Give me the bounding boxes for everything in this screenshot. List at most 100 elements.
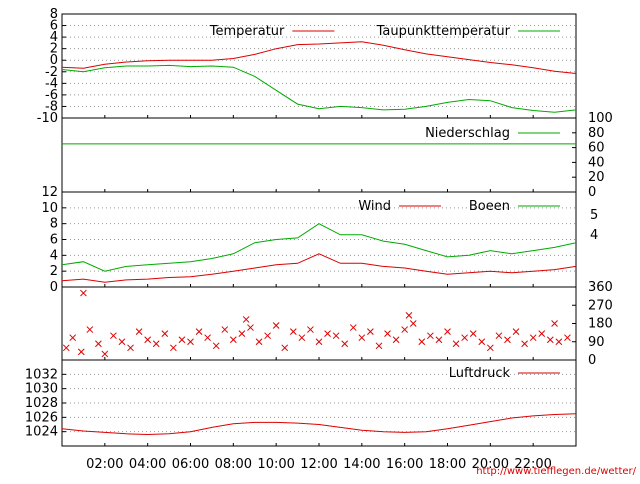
direction-point	[170, 344, 177, 352]
y-tick-label: 360	[588, 280, 613, 295]
x-tick-label: 10:00	[257, 457, 294, 472]
direction-point	[289, 328, 297, 335]
direction-point	[62, 344, 70, 352]
x-tick-label: 16:00	[386, 457, 423, 472]
y-tick-label: 40	[588, 155, 605, 170]
direction-point	[521, 340, 528, 348]
y-tick-label: -10	[37, 111, 58, 126]
direction-point	[564, 334, 571, 342]
legend-label: Boeen	[469, 199, 510, 214]
direction-point	[435, 336, 443, 344]
direction-point	[101, 350, 109, 358]
direction-point	[212, 342, 220, 350]
legend-label: Niederschlag	[425, 126, 510, 141]
direction-point	[195, 328, 203, 335]
y-tick-label: 0	[588, 185, 596, 200]
direction-point	[242, 316, 250, 323]
direction-point	[69, 334, 77, 342]
direction-point	[418, 338, 426, 346]
y-tick-label: 6	[50, 19, 58, 34]
footer-url: http://www.tiefflegen.de/wetter/	[476, 466, 636, 477]
direction-point	[238, 330, 246, 337]
direction-point	[307, 326, 314, 333]
series-line-Wind	[61, 253, 577, 283]
direction-point	[144, 336, 152, 344]
direction-point	[77, 348, 85, 356]
direction-point	[135, 328, 143, 335]
direction-point	[349, 324, 357, 331]
legend-label: Luftdruck	[449, 366, 511, 381]
direction-point	[324, 330, 331, 337]
y-tick-label: 1024	[25, 425, 58, 440]
direction-point	[204, 334, 211, 342]
direction-point	[187, 338, 194, 346]
y-tick-label: 0	[50, 280, 58, 295]
direction-point	[427, 332, 434, 340]
x-tick-label: 06:00	[172, 457, 209, 472]
secondary-label: 4	[590, 228, 598, 243]
direction-point	[229, 336, 237, 344]
direction-point	[469, 330, 477, 337]
y-tick-label: 2	[50, 42, 58, 57]
direction-point	[529, 334, 537, 342]
direction-point	[546, 336, 554, 344]
direction-point	[110, 332, 117, 340]
y-tick-label: 4	[50, 30, 58, 45]
direction-point	[86, 326, 94, 333]
y-tick-label: 10	[41, 201, 58, 216]
direction-point	[392, 336, 400, 344]
direction-point	[504, 336, 511, 344]
legend-label: Taupunkttemperatur	[376, 24, 511, 39]
series-line-Temperatur	[61, 41, 577, 74]
series-line-Taupunkttemperatur	[61, 64, 577, 113]
x-tick-label: 08:00	[215, 457, 252, 472]
x-tick-label: 18:00	[429, 457, 466, 472]
y-tick-label: 8	[50, 7, 58, 22]
direction-point	[95, 340, 102, 348]
x-tick-label: 22:00	[514, 457, 551, 472]
y-tick-label: -6	[45, 88, 58, 103]
direction-point	[80, 289, 87, 297]
secondary-label: 5	[590, 208, 598, 223]
series-line-Boeen	[61, 223, 577, 272]
direction-point	[178, 336, 186, 344]
direction-point	[118, 338, 126, 346]
y-tick-label: 1026	[25, 410, 58, 425]
y-tick-label: 4	[50, 248, 58, 263]
direction-point	[555, 338, 563, 346]
direction-point	[161, 330, 169, 337]
y-tick-label: 270	[588, 298, 613, 313]
direction-point	[152, 340, 160, 348]
y-tick-label: 90	[588, 335, 605, 350]
direction-point	[332, 332, 340, 340]
y-tick-label: -2	[45, 65, 58, 80]
direction-point	[341, 340, 349, 348]
y-tick-label: 12	[41, 185, 58, 200]
y-tick-label: -8	[45, 99, 58, 114]
direction-point	[478, 338, 486, 346]
direction-point	[221, 326, 229, 333]
direction-point	[264, 332, 271, 340]
y-tick-label: 0	[50, 53, 58, 68]
x-tick-label: 20:00	[472, 457, 509, 472]
direction-point	[495, 332, 503, 340]
x-tick-label: 14:00	[343, 457, 380, 472]
series-line-Luftdruck	[61, 413, 577, 436]
x-tick-label: 12:00	[300, 457, 337, 472]
x-tick-label: 04:00	[129, 457, 166, 472]
y-tick-label: 80	[588, 126, 605, 141]
direction-point	[409, 320, 417, 327]
panel-frame	[61, 286, 577, 361]
direction-point	[255, 338, 263, 346]
y-tick-label: 1032	[25, 367, 58, 382]
direction-point	[538, 330, 546, 337]
direction-point	[384, 330, 391, 337]
panel-wind_direction: 360 270 180 90 0	[61, 280, 613, 368]
direction-point	[367, 328, 374, 335]
y-tick-label: 1028	[25, 396, 58, 411]
direction-point	[401, 326, 409, 333]
y-tick-label: 1030	[25, 382, 58, 397]
